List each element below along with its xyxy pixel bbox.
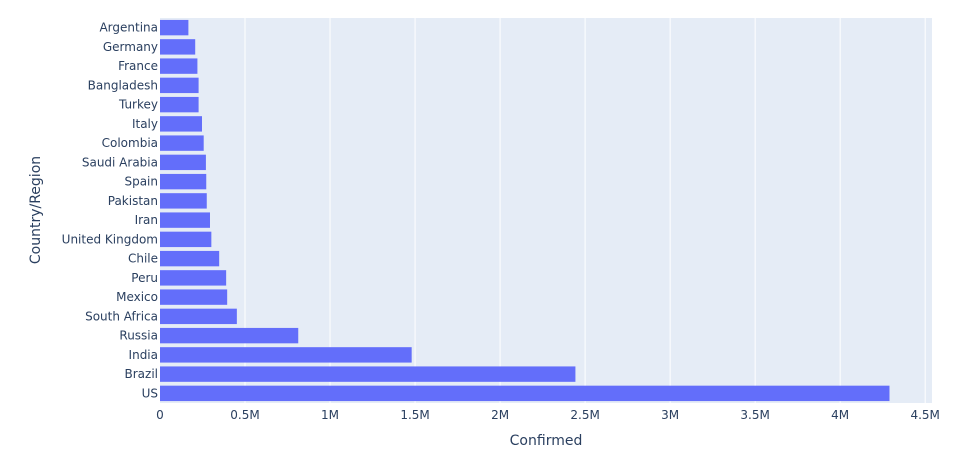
y-tick-label: Pakistan xyxy=(108,194,158,208)
bar[interactable] xyxy=(160,154,206,171)
bar[interactable] xyxy=(160,250,220,267)
bar[interactable] xyxy=(160,385,890,402)
x-tick-label: 4.5M xyxy=(910,408,939,422)
x-tick-label: 2.5M xyxy=(570,408,599,422)
x-tick-label: 0.5M xyxy=(230,408,259,422)
y-tick-label: Argentina xyxy=(99,21,158,35)
y-tick-label: Mexico xyxy=(116,290,158,304)
y-tick-label: Chile xyxy=(128,252,158,266)
bar[interactable] xyxy=(160,366,576,382)
bar[interactable] xyxy=(160,173,207,190)
bar[interactable] xyxy=(160,39,196,55)
y-tick-label: France xyxy=(118,59,158,73)
y-tick-label: Iran xyxy=(135,213,158,227)
x-tick-label: 3.5M xyxy=(740,408,769,422)
y-tick-label: Brazil xyxy=(125,367,159,381)
bar[interactable] xyxy=(160,270,227,286)
gridlines xyxy=(244,18,926,403)
y-tick-label: Bangladesh xyxy=(88,78,158,92)
bar[interactable] xyxy=(160,193,207,209)
bar[interactable] xyxy=(160,308,237,325)
bar[interactable] xyxy=(160,96,199,113)
y-tick-label: Peru xyxy=(131,271,158,285)
y-tick-label: Italy xyxy=(132,117,158,131)
bar[interactable] xyxy=(160,212,210,228)
x-tick-label: 0 xyxy=(156,408,164,422)
bar[interactable] xyxy=(160,116,203,132)
y-tick-label: South Africa xyxy=(85,309,158,323)
bar[interactable] xyxy=(160,135,204,151)
x-tick-label: 1M xyxy=(321,408,339,422)
y-tick-label: United Kingdom xyxy=(62,232,158,246)
bar[interactable] xyxy=(160,347,412,363)
y-tick-label: Russia xyxy=(119,329,158,343)
x-tick-label: 2M xyxy=(491,408,509,422)
y-tick-label: Spain xyxy=(124,175,158,189)
bars xyxy=(160,19,890,402)
bar[interactable] xyxy=(160,231,212,248)
x-tick-labels: 0 0.5M 1M 1.5M 2M 2.5M 3M 3.5M 4M 4.5M xyxy=(156,408,940,422)
bar[interactable] xyxy=(160,77,199,94)
y-tick-label: Germany xyxy=(103,40,158,54)
y-tick-labels: Argentina Germany France Bangladesh Turkey It… xyxy=(62,21,158,401)
plot-background xyxy=(160,18,932,403)
y-axis-title: Country/Region xyxy=(28,156,44,264)
bar[interactable] xyxy=(160,327,299,344)
y-tick-label: India xyxy=(129,348,158,362)
y-tick-label: Colombia xyxy=(102,136,158,150)
x-tick-label: 1.5M xyxy=(400,408,429,422)
y-tick-label: Saudi Arabia xyxy=(82,155,158,169)
y-tick-label: US xyxy=(142,386,158,400)
bar[interactable] xyxy=(160,289,228,305)
bar[interactable] xyxy=(160,58,198,74)
y-tick-label: Turkey xyxy=(118,98,158,112)
x-tick-label: 4M xyxy=(831,408,849,422)
x-tick-label: 3M xyxy=(661,408,679,422)
bar[interactable] xyxy=(160,19,189,36)
x-axis-title: Confirmed xyxy=(510,433,583,449)
